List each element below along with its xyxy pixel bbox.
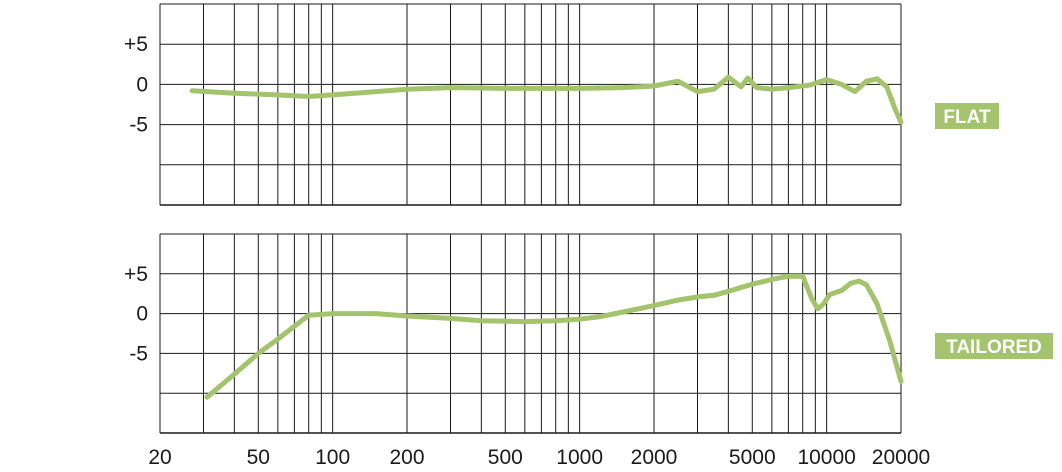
chart-panels: +5 0 -5 FLAT +5 0 -5 TAILORED — [124, 3, 1053, 434]
x-tick-label: 20000 — [872, 446, 930, 469]
chart-panel-1: +5 0 -5 FLAT — [124, 3, 999, 206]
series-badge-label: TAILORED — [946, 337, 1042, 358]
x-tick-label: 50 — [247, 446, 270, 469]
y-tick-label: +5 — [124, 33, 148, 56]
response-curve — [189, 74, 904, 125]
y-tick-label: 0 — [136, 73, 148, 96]
y-tick-label: -5 — [129, 114, 148, 137]
series-badge-label: FLAT — [943, 107, 991, 128]
x-tick-label: 1000 — [556, 446, 603, 469]
chart-panel-2: +5 0 -5 TAILORED — [124, 233, 1053, 434]
y-tick-label: -5 — [129, 342, 148, 365]
series-badge — [935, 333, 1053, 359]
response-curve — [204, 273, 904, 400]
x-tick-label: 5000 — [729, 446, 776, 469]
x-tick-label: 500 — [488, 446, 523, 469]
y-tick-label: 0 — [136, 303, 148, 326]
x-tick-label: 2000 — [631, 446, 678, 469]
x-tick-label: 100 — [315, 446, 350, 469]
x-axis-tick-labels: 20 50 100 200 500 1000 2000 5000 10000 20000 — [148, 446, 930, 469]
x-tick-label: 10000 — [797, 446, 855, 469]
x-tick-label: 20 — [148, 446, 171, 469]
x-tick-label: 200 — [389, 446, 424, 469]
series-badge — [935, 103, 999, 129]
y-tick-label: +5 — [124, 263, 148, 286]
